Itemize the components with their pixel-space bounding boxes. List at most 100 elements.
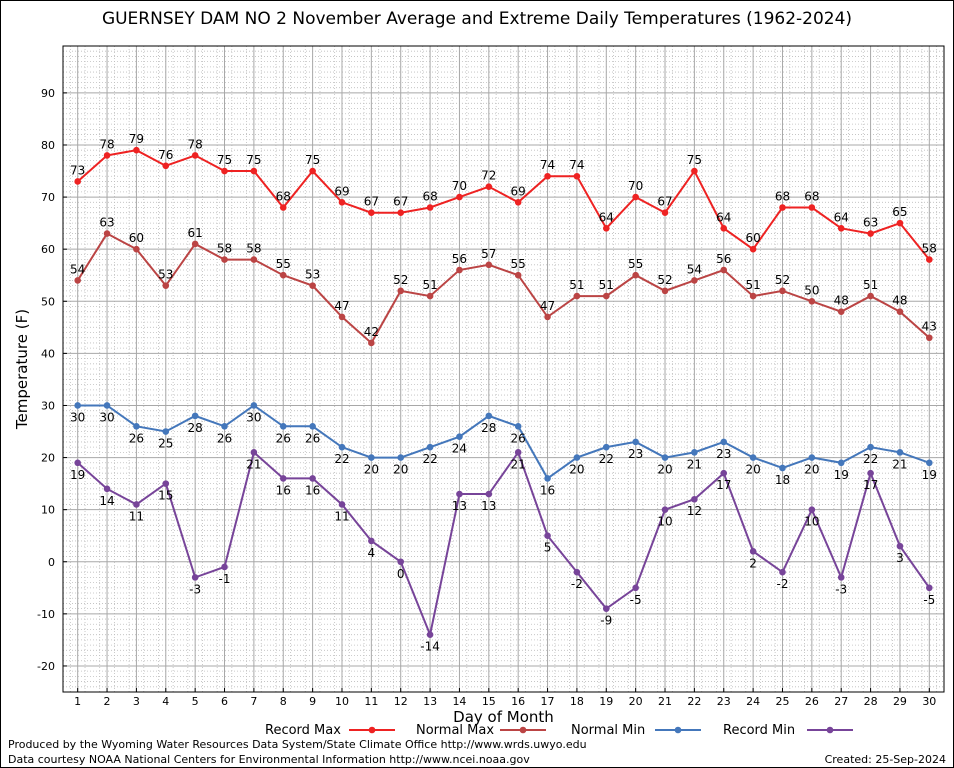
normal-min-point: [661, 454, 669, 461]
record-min-point: [867, 469, 874, 477]
normal-max-point: [837, 308, 845, 315]
record-min-data-label: 21: [511, 457, 526, 471]
record-max-point: [133, 146, 140, 154]
record-min-point: [162, 480, 170, 487]
normal-min-point: [896, 449, 904, 456]
y-tick-label: -20: [37, 660, 55, 673]
legend-marker-normal-max: [519, 726, 527, 734]
x-tick-label: 23: [717, 695, 731, 708]
record-max-point: [338, 198, 346, 206]
normal-min-data-label: 28: [481, 421, 496, 435]
record-max-point: [661, 209, 669, 217]
normal-min-data-label: 16: [540, 483, 555, 497]
legend-marker-normal-min: [674, 726, 682, 734]
record-min-data-label: -2: [776, 577, 788, 591]
normal-min-point: [514, 423, 522, 430]
record-min-point: [250, 449, 258, 456]
record-max-data-label: 58: [922, 242, 937, 256]
x-axis-label: Day of Month: [453, 708, 554, 726]
normal-max-point: [720, 266, 728, 274]
normal-max-data-label: 48: [892, 294, 907, 308]
x-tick-label: 29: [893, 695, 907, 708]
y-tick-label: 20: [41, 452, 55, 465]
normal-min-data-label: 18: [775, 473, 790, 487]
normal-min-data-label: 25: [158, 437, 173, 451]
normal-max-point: [573, 292, 581, 300]
record-max-data-label: 68: [276, 190, 291, 204]
normal-min-point: [103, 402, 111, 409]
x-tick-label: 26: [805, 695, 819, 708]
footer-producer: Produced by the Wyoming Water Resources …: [8, 738, 587, 751]
normal-min-data-label: 26: [129, 431, 144, 445]
normal-min-point: [426, 443, 434, 451]
normal-min-data-label: 20: [364, 463, 379, 477]
record-min-data-label: 14: [99, 494, 114, 508]
record-max-point: [221, 167, 228, 175]
record-max-point: [602, 225, 610, 232]
record-max-point: [279, 204, 287, 211]
record-max-point: [397, 209, 405, 217]
record-max-data-label: 69: [334, 184, 349, 198]
normal-min-data-label: 20: [657, 463, 672, 477]
x-tick-label: 8: [280, 695, 287, 708]
record-max-data-label: 60: [745, 231, 760, 245]
normal-min-data-label: 26: [305, 431, 320, 445]
normal-max-data-label: 56: [716, 252, 731, 266]
record-min-point: [779, 568, 786, 576]
record-max-point: [632, 193, 639, 201]
record-max-data-label: 79: [129, 132, 144, 146]
record-min-point: [720, 469, 728, 477]
normal-min-data-label: 20: [745, 463, 760, 477]
legend-label-record-max: Record Max: [265, 723, 341, 738]
record-max-data-label: 68: [775, 190, 790, 204]
record-max-point: [368, 209, 375, 217]
normal-min-point: [74, 402, 81, 409]
record-max-point: [456, 193, 463, 201]
y-tick-label: 90: [41, 87, 55, 100]
record-min-point: [602, 605, 610, 612]
normal-max-data-label: 51: [422, 278, 437, 292]
record-max-data-label: 76: [158, 148, 173, 162]
record-min-point: [573, 568, 581, 576]
record-max-point: [544, 172, 551, 180]
x-tick-label: 21: [658, 695, 672, 708]
record-min-data-label: -5: [630, 593, 642, 607]
normal-min-data-label: 22: [422, 452, 437, 466]
record-max-point: [691, 167, 698, 175]
record-min-point: [632, 584, 639, 592]
normal-min-data-label: 26: [511, 431, 526, 445]
legend: Record Max Normal Max Normal Min Record Min: [265, 723, 853, 738]
normal-min-point: [338, 443, 346, 451]
x-tick-label: 19: [599, 695, 613, 708]
normal-min-point: [867, 443, 874, 451]
record-max-point: [309, 167, 316, 175]
record-max-data-label: 74: [569, 158, 584, 172]
record-min-data-label: -1: [219, 572, 231, 586]
record-max-data-label: 78: [188, 137, 203, 151]
normal-max-point: [368, 339, 375, 347]
normal-max-point: [544, 313, 551, 321]
record-min-point: [808, 506, 816, 513]
record-max-data-label: 75: [246, 153, 261, 167]
normal-min-point: [191, 412, 199, 420]
normal-min-point: [720, 438, 728, 446]
x-tick-label: 25: [775, 695, 789, 708]
y-tick-label: 70: [41, 191, 55, 204]
normal-min-point: [485, 412, 493, 420]
record-min-data-label: -14: [420, 640, 440, 654]
record-max-data-label: 73: [70, 163, 85, 177]
record-max-point: [485, 183, 493, 190]
record-min-data-label: 15: [158, 489, 173, 503]
record-min-data-label: 16: [276, 483, 291, 497]
normal-max-point: [250, 256, 258, 263]
x-tick-label: 7: [250, 695, 257, 708]
normal-min-data-label: 24: [452, 442, 467, 456]
normal-min-line: [77, 404, 930, 480]
normal-max-data-label: 55: [276, 257, 291, 271]
normal-max-point: [133, 245, 140, 253]
normal-max-point: [926, 334, 933, 342]
record-max-data-label: 67: [393, 195, 408, 209]
y-tick-label: 80: [41, 139, 55, 152]
normal-max-data-label: 56: [452, 252, 467, 266]
